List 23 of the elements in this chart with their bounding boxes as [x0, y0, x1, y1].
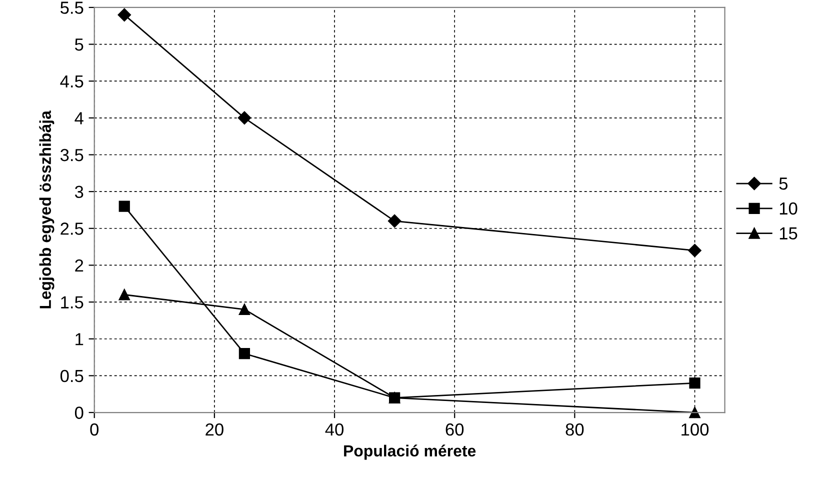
x-tick-label: 60: [446, 423, 464, 436]
legend-label: 10: [780, 202, 798, 215]
y-tick-label: 4: [74, 112, 84, 124]
x-tick-label: 40: [325, 423, 344, 436]
y-tick-label: 5: [74, 38, 84, 51]
x-tick-label: 0: [90, 423, 99, 436]
y-tick-label: 5.5: [60, 2, 84, 14]
x-tick-label: 20: [206, 423, 224, 436]
y-tick-label: 2.5: [60, 222, 84, 235]
y-tick-label: 1.5: [61, 296, 84, 308]
y-tick-label: 1: [76, 333, 84, 346]
y-tick-label: 2: [75, 259, 84, 272]
y-axis-title: Legjobb egyed összhibája: [39, 110, 54, 308]
y-tick-label: 4.5: [60, 75, 84, 88]
x-tick-label: 100: [682, 423, 709, 436]
x-tick-label: 80: [566, 423, 584, 436]
legend-label: 15: [780, 227, 798, 240]
y-tick-label: 0.5: [60, 370, 84, 382]
y-tick-label: 3: [74, 186, 84, 198]
y-tick-label: 3.5: [60, 148, 84, 162]
legend-label: 5: [779, 178, 788, 190]
y-tick-label: 0: [74, 406, 84, 419]
x-axis-title: Populació mérete: [344, 444, 476, 460]
